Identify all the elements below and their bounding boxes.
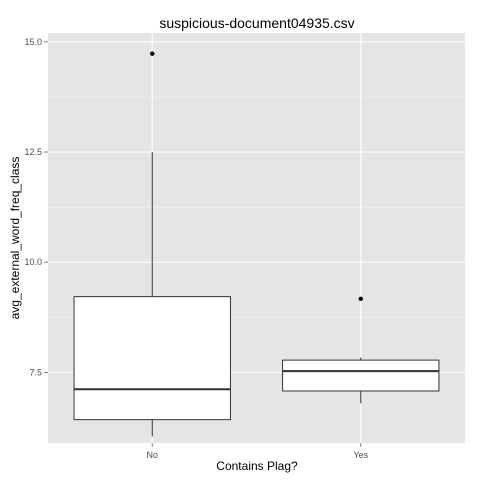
chart-title: suspicious-document04935.csv bbox=[159, 15, 354, 31]
x-axis-title: Contains Plag? bbox=[216, 459, 298, 473]
x-axis-ticks: No Yes bbox=[146, 443, 369, 460]
y-axis-title: avg_external_word_freq_class bbox=[8, 157, 22, 320]
x-tick-label: Yes bbox=[353, 450, 368, 460]
y-tick-label: 7.5 bbox=[29, 367, 42, 377]
outlier-point bbox=[150, 51, 155, 56]
y-tick-label: 12.5 bbox=[24, 147, 42, 157]
y-tick-label: 10.0 bbox=[24, 257, 42, 267]
outlier-point bbox=[358, 296, 363, 302]
y-tick-label: 15.0 bbox=[24, 37, 42, 47]
x-tick-label: No bbox=[146, 450, 158, 460]
boxes bbox=[73, 51, 440, 437]
box bbox=[282, 359, 440, 392]
box bbox=[73, 296, 231, 421]
y-axis-ticks: 7.5 10.0 12.5 15.0 bbox=[24, 37, 48, 377]
